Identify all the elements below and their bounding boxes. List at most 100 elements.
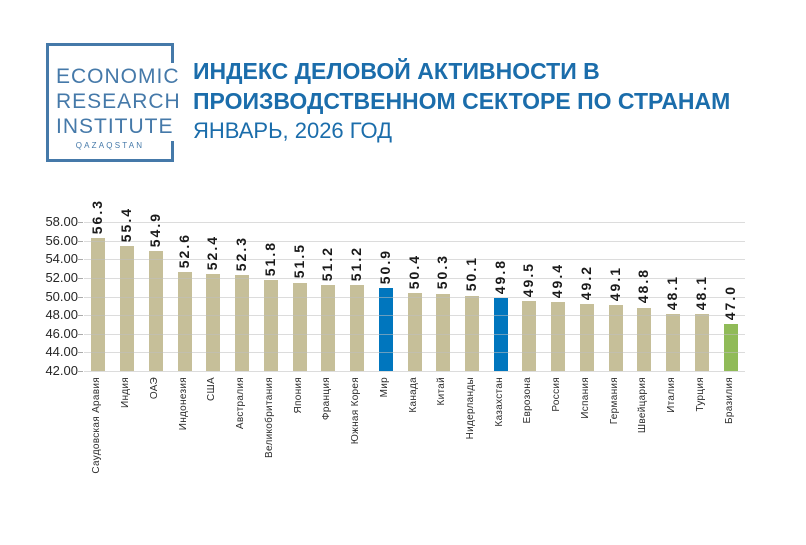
bar-value-label: 51.2 (348, 246, 365, 282)
bar-value-label: 50.3 (434, 254, 451, 290)
gridline (84, 371, 745, 372)
category-label: Казахстан (493, 377, 505, 427)
gridline (84, 352, 745, 354)
category-label: Австралия (235, 377, 247, 430)
bar-value-label: 51.8 (261, 240, 278, 276)
y-axis-label: 46.00 (45, 325, 78, 341)
gridline (84, 277, 745, 279)
bar-value-label: 50.1 (462, 256, 479, 292)
y-axis-label: 42.00 (45, 363, 78, 378)
bar-Китай (436, 293, 451, 371)
category-label: Япония (292, 377, 304, 414)
bar-Бразилия (723, 324, 738, 371)
bar-value-label: 52.4 (204, 234, 221, 271)
bar-Еврозона (522, 301, 537, 371)
category-label: Индонезия (177, 377, 189, 431)
bar-Саудовская Аравия (91, 237, 106, 371)
bar-Южная Корея (350, 285, 365, 371)
bar-value-label: 51.2 (319, 246, 336, 282)
eri-logo: ECONOMIC RESEARCH INSTITUTE QAZAQSTAN (46, 43, 181, 162)
y-axis-label: 54.00 (45, 251, 78, 267)
category-label: Швейцария (637, 377, 649, 434)
category-label: Великобритания (263, 377, 275, 458)
bar-value-label: 49.8 (491, 259, 508, 295)
bar-США (206, 274, 221, 371)
bar-Мир (378, 288, 393, 371)
y-axis-tick (78, 240, 83, 242)
bar-Канада (407, 292, 422, 371)
y-axis-label: 44.00 (45, 344, 78, 360)
y-axis-tick (78, 333, 83, 335)
y-axis-label: 50.00 (45, 288, 78, 304)
bar-value-label: 50.9 (376, 248, 393, 285)
category-label: Нидерланды (464, 377, 476, 440)
y-axis-label: 48.00 (45, 307, 78, 323)
category-label: Саудовская Аравия (91, 377, 103, 474)
gridline (84, 296, 745, 298)
category-label: Мир (378, 377, 390, 398)
y-axis-tick (78, 371, 83, 372)
bar-value-label: 49.4 (549, 262, 566, 299)
bar-value-label: 49.1 (606, 265, 623, 301)
logo-text: ECONOMIC RESEARCH INSTITUTE (56, 63, 181, 141)
gridline (84, 259, 745, 261)
logo-line-research: RESEARCH (56, 90, 181, 113)
category-label: США (206, 377, 218, 401)
category-label: Турция (694, 377, 706, 412)
bar-Япония (292, 282, 307, 371)
bar-Турция (694, 314, 709, 371)
bar-value-label: 48.1 (692, 274, 709, 311)
category-label: Еврозона (522, 377, 534, 424)
bar-ОАЭ (148, 250, 163, 371)
category-label: ОАЭ (148, 377, 160, 400)
category-label: Франция (321, 377, 333, 421)
category-label: Бразилия (723, 377, 735, 424)
gridline (84, 240, 745, 242)
page-title-line1: ИНДЕКС ДЕЛОВОЙ АКТИВНОСТИ В (193, 58, 600, 84)
bar-value-label: 54.9 (146, 211, 163, 247)
bar-value-label: 52.6 (175, 233, 192, 269)
bar-value-label: 49.2 (577, 264, 594, 300)
y-axis-label: 52.00 (45, 269, 78, 285)
bar-Великобритания (263, 279, 278, 371)
gridline (84, 333, 745, 335)
bar-value-label: 55.4 (118, 206, 135, 243)
page-title-line2: ПРОИЗВОДСТВЕННОМ СЕКТОРЕ ПО СТРАНАМ (193, 88, 731, 114)
y-axis-tick (78, 315, 83, 317)
category-label: Китай (436, 377, 448, 406)
bar-Испания (579, 303, 594, 371)
category-label: Германия (608, 377, 620, 425)
chart-header: ИНДЕКС ДЕЛОВОЙ АКТИВНОСТИ В ПРОИЗВОДСТВЕ… (193, 56, 730, 146)
category-label: Канада (407, 377, 419, 413)
bar-value-label: 48.1 (664, 274, 681, 311)
category-label: Испания (579, 377, 591, 419)
bar-value-label: 47.0 (721, 285, 738, 321)
bar-value-label: 48.8 (635, 268, 652, 304)
bar-Индия (120, 246, 135, 371)
bar-Нидерланды (464, 295, 479, 371)
bar-Россия (551, 302, 566, 371)
category-label: Италия (666, 377, 678, 413)
bar-Франция (321, 285, 336, 371)
logo-line-institute: INSTITUTE (56, 115, 174, 138)
bar-Швейцария (637, 307, 652, 371)
y-axis-tick (78, 277, 83, 279)
logo-country: QAZAQSTAN (75, 141, 145, 150)
y-axis-tick (78, 222, 83, 223)
y-axis-tick (78, 259, 83, 261)
bar-value-label: 49.5 (520, 261, 537, 298)
page-subtitle: ЯНВАРЬ, 2026 ГОД (193, 118, 392, 143)
category-label: Россия (551, 377, 563, 412)
bar-Италия (666, 314, 681, 371)
y-axis-tick (78, 352, 83, 354)
bar-value-label: 51.5 (290, 243, 307, 279)
bar-Германия (608, 304, 623, 371)
bar-Австралия (235, 275, 250, 371)
y-axis-label: 56.00 (45, 232, 78, 248)
y-axis-label: 58.00 (45, 214, 78, 229)
bar-Индонезия (177, 272, 192, 371)
bar-value-label: 52.3 (233, 235, 250, 272)
category-label: Индия (120, 377, 132, 409)
